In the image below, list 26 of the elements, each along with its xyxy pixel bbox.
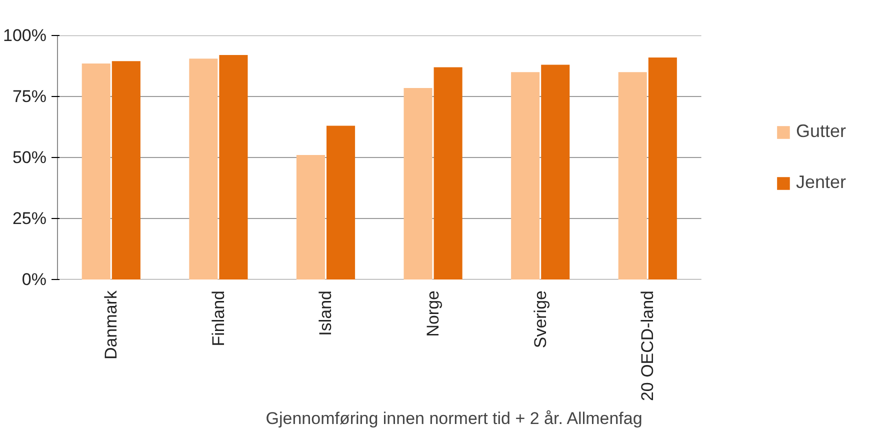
y-tick-label: 75% — [12, 87, 47, 106]
y-tick-label: 50% — [12, 148, 47, 167]
bar — [404, 88, 432, 280]
bar — [541, 64, 570, 280]
bar — [219, 55, 248, 280]
x-tick-label: Finland — [208, 290, 228, 346]
bar — [618, 72, 647, 280]
bar — [511, 72, 540, 280]
legend-label: Jenter — [796, 172, 846, 193]
y-tick-label: 100% — [3, 26, 47, 45]
y-tick-label: 25% — [12, 209, 47, 228]
bar — [648, 57, 677, 280]
x-tick-label: 20 OECD-land — [638, 290, 658, 402]
bar — [189, 58, 218, 280]
x-axis-title: Gjennomføring innen normert tid + 2 år. Allmenfag — [266, 409, 642, 428]
x-tick-label: Norge — [424, 290, 443, 337]
legend-label: Gutter — [796, 121, 846, 142]
x-tick-label: Island — [316, 290, 336, 336]
bar — [326, 126, 356, 280]
bar — [82, 64, 110, 280]
bar — [434, 67, 462, 280]
x-tick-label: Sverige — [530, 290, 550, 348]
bar — [112, 61, 140, 280]
y-tick-label: 0% — [22, 270, 47, 289]
bar — [296, 155, 325, 280]
x-tick-label: Danmark — [102, 290, 121, 360]
